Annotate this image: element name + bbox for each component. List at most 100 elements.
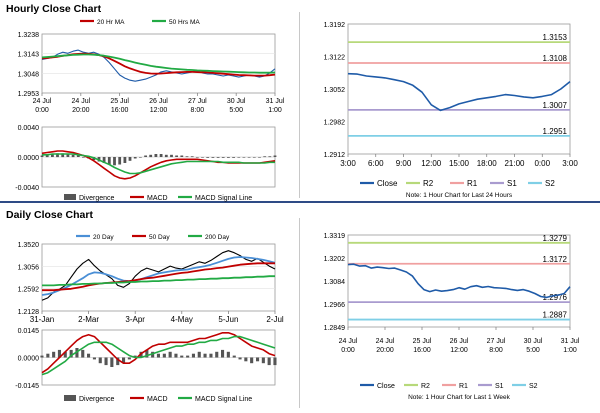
hourly-pivots-x-tick: 18:00 <box>477 159 498 168</box>
hourly-macd-divergence-bar <box>263 156 267 158</box>
hourly-macd-divergence-bar <box>170 154 173 158</box>
daily-price-x-tick: 3-Apr <box>125 315 145 324</box>
hourly-macd-divergence-bar <box>107 157 111 165</box>
hourly-macd-divergence-bar <box>159 154 163 157</box>
hourly-price-legend-label: 20 Hr MA <box>97 19 125 26</box>
hourly-macd-divergence-bar <box>76 155 80 157</box>
hourly-pivots-note: Note: 1 Hour Chart for Last 24 Hours <box>406 192 513 199</box>
hourly-chart-title: Hourly Close Chart <box>6 3 102 15</box>
weekly-pivots-y-tick: 1.3202 <box>324 256 346 263</box>
column-divider-bottom <box>299 218 300 408</box>
hourly-macd-divergence-bar <box>201 157 204 158</box>
daily-price-y-tick: 1.3056 <box>18 264 40 271</box>
hourly-price-frame <box>41 33 276 94</box>
weekly-pivots-x-tick-date: 26 Jul <box>450 338 469 345</box>
hourly-macd-divergence-bar <box>123 157 127 163</box>
weekly-pivots-x-tick-time: 5:00 <box>526 347 540 354</box>
hourly-macd-series-signal <box>42 153 275 175</box>
weekly-pivots-x-tick-date: 31 Jul <box>561 338 580 345</box>
hourly-price-x-tick-time: 5:00 <box>229 107 243 114</box>
daily-macd-divergence-bar <box>256 357 260 362</box>
weekly-pivots-level-label: 1.3279 <box>543 234 568 243</box>
weekly-pivots-x-tick-date: 30 Jul <box>524 338 543 345</box>
hourly-macd-divergence-bar <box>154 154 158 157</box>
weekly-pivots-legend-label: R1 <box>459 383 468 390</box>
hourly-macd-divergence-bar <box>180 155 184 157</box>
daily-macd-divergence-bar <box>40 355 44 358</box>
daily-macd-divergence-bar <box>145 349 149 358</box>
hourly-price-x-tick-date: 30 Jul <box>227 98 246 105</box>
daily-macd-divergence-bar <box>180 355 184 358</box>
hourly-pivots-x-tick: 3:00 <box>340 159 356 168</box>
daily-macd-divergence-bar <box>209 353 213 358</box>
hourly-macd-divergence-bar <box>175 155 178 157</box>
daily-macd-divergence-bar <box>116 357 120 366</box>
hourly-pivots-x-tick: 0:00 <box>534 159 550 168</box>
hourly-macd-y-tick: 0.0040 <box>18 125 40 132</box>
daily-price-x-tick: 31-Jan <box>30 315 54 324</box>
daily-price-series-50-day <box>42 262 275 292</box>
column-divider-top <box>299 12 300 198</box>
daily-macd-divergence-bar <box>133 355 137 358</box>
hourly-pivots-legend-label: S2 <box>545 179 555 188</box>
daily-macd-divergence-bar <box>87 353 91 358</box>
daily-macd-divergence-bar <box>273 357 277 366</box>
daily-macd-divergence-bar <box>168 351 172 358</box>
hourly-pivots-series-close <box>347 72 571 112</box>
daily-macd-divergence-bar <box>191 353 195 358</box>
hourly-price-x-tick-time: 16:00 <box>111 107 129 114</box>
hourly-macd-divergence-bar <box>56 153 59 158</box>
weekly-pivots-level-label: 1.3172 <box>543 255 568 264</box>
hourly-pivots-x-tick: 9:00 <box>396 159 412 168</box>
daily-chart-title: Daily Close Chart <box>6 209 93 221</box>
hourly-pivots-x-tick: 15:00 <box>449 159 470 168</box>
daily-macd-divergence-bar <box>261 357 265 364</box>
hourly-pivots-level-label: 1.2951 <box>543 127 568 136</box>
hourly-macd-y-tick: -0.0040 <box>15 185 39 192</box>
hourly-macd-legend-label: Divergence <box>79 195 115 202</box>
daily-macd-divergence-bar <box>232 355 236 358</box>
hourly-macd-divergence-bar <box>113 157 116 166</box>
hourly-macd-divergence-bar <box>133 157 137 159</box>
daily-macd-divergence-bar <box>81 349 85 358</box>
daily-macd-divergence-bar <box>156 353 160 358</box>
hourly-price-x-tick-time: 1:00 <box>268 107 282 114</box>
hourly-macd-divergence-bar <box>66 154 70 157</box>
hourly-macd-divergence-bar <box>221 157 225 158</box>
daily-price-y-tick: 1.2592 <box>18 287 40 294</box>
daily-macd-legend-swatch <box>64 395 76 401</box>
hourly-macd-legend-label: MACD Signal Line <box>195 195 252 202</box>
hourly-macd-legend-label: MACD <box>147 195 168 202</box>
daily-macd-divergence-bar <box>69 349 73 358</box>
hourly-macd-divergence-bar <box>273 155 277 157</box>
daily-price-x-tick: 4-May <box>171 315 193 324</box>
hourly-macd-divergence-bar <box>102 157 106 163</box>
hourly-macd-divergence-bar <box>149 154 153 158</box>
daily-price-legend-label: 200 Day <box>205 234 230 241</box>
hourly-pivots-level-label: 1.3007 <box>543 101 568 110</box>
hourly-pivots-legend-label: R2 <box>423 179 434 188</box>
daily-macd-divergence-bar <box>52 351 56 358</box>
weekly-pivots-x-tick-date: 27 Jul <box>487 338 506 345</box>
daily-macd-divergence-bar <box>63 351 67 358</box>
weekly-pivots-x-tick-date: 24 Jul <box>339 338 358 345</box>
hourly-price-x-tick-date: 24 Jul <box>71 98 90 105</box>
daily-macd-divergence-bar <box>104 357 108 366</box>
hourly-macd-divergence-bar <box>82 157 85 158</box>
daily-macd-legend-label: Divergence <box>79 396 115 403</box>
daily-price-y-tick: 1.2128 <box>18 309 40 316</box>
daily-macd-divergence-bar <box>197 351 201 358</box>
hourly-macd-divergence-bar <box>216 157 220 158</box>
daily-macd-divergence-bar <box>226 351 230 358</box>
daily-price-series-20-day <box>41 256 276 296</box>
hourly-pivots-y-tick: 1.2982 <box>324 120 346 127</box>
weekly-pivots-y-tick: 1.2966 <box>324 302 346 309</box>
hourly-pivots-level-label: 1.3108 <box>543 54 568 63</box>
hourly-pivots-legend-label: Close <box>377 179 398 188</box>
hourly-price-x-tick-time: 20:00 <box>72 107 90 114</box>
hourly-macd-divergence-bar <box>40 155 44 157</box>
daily-macd-divergence-bar <box>162 353 166 358</box>
hourly-macd-divergence-bar <box>139 157 142 158</box>
hourly-pivots-frame <box>347 23 571 155</box>
hourly-price-x-tick-date: 26 Jul <box>149 98 168 105</box>
